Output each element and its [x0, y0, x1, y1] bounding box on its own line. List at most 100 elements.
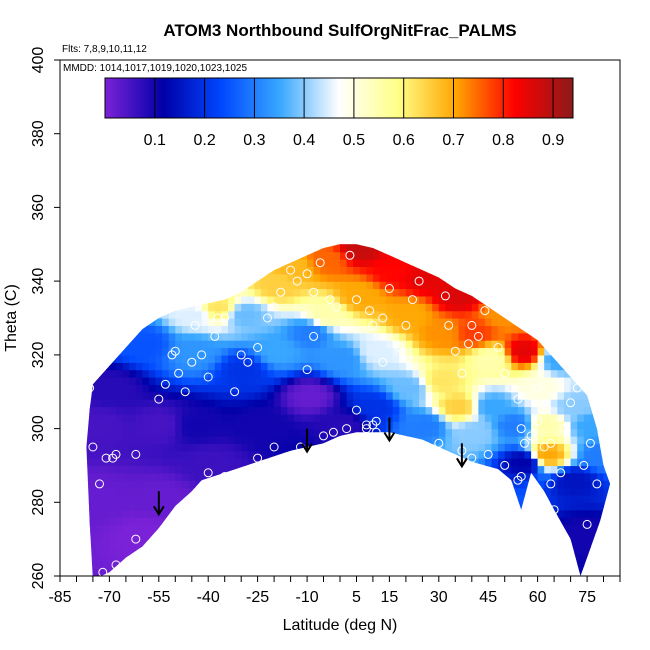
- heat-cell: [326, 561, 334, 570]
- heat-cell: [320, 310, 328, 319]
- heat-cell: [432, 244, 440, 253]
- heat-cell: [544, 230, 551, 238]
- heat-cell: [228, 428, 236, 437]
- heat-cell: [458, 502, 466, 511]
- heat-cell: [498, 347, 506, 356]
- heat-cell: [77, 421, 84, 429]
- heat-cell: [432, 340, 440, 349]
- heat-cell: [517, 480, 526, 489]
- heat-cell: [498, 553, 506, 562]
- heat-cell: [603, 244, 611, 253]
- heat-cell: [77, 252, 84, 260]
- heat-cell: [162, 251, 170, 260]
- heat-cell: [484, 244, 493, 253]
- heat-cell: [399, 266, 407, 275]
- heat-cell: [274, 450, 282, 459]
- heat-cell: [116, 303, 124, 312]
- heat-cell: [550, 303, 558, 312]
- heat-cell: [406, 230, 413, 238]
- sample-point: [220, 472, 230, 481]
- heat-cell: [425, 354, 433, 363]
- heat-cell: [109, 273, 117, 282]
- heat-cell: [571, 576, 578, 584]
- heat-cell: [524, 377, 532, 385]
- heat-cell: [313, 399, 321, 408]
- heat-cell: [359, 568, 367, 576]
- heat-cell: [590, 384, 598, 393]
- heat-cell: [142, 472, 150, 481]
- heat-cell: [596, 318, 605, 326]
- heat-cell: [399, 458, 407, 467]
- heat-cell: [511, 244, 519, 253]
- heat-cell: [511, 347, 519, 356]
- heat-cell: [610, 414, 617, 422]
- heat-cell: [590, 546, 598, 555]
- colorbar-tick-label: 0.9: [542, 132, 564, 149]
- heat-cell: [261, 230, 268, 238]
- heat-cell: [603, 332, 611, 341]
- heat-cell: [102, 384, 110, 393]
- heat-cell: [228, 546, 236, 555]
- heat-cell: [155, 428, 163, 437]
- heat-cell: [287, 531, 295, 540]
- heat-cell: [537, 524, 545, 533]
- heat-cell: [544, 472, 552, 481]
- heat-cell: [89, 517, 97, 525]
- heat-cell: [77, 333, 84, 341]
- heat-cell: [603, 428, 611, 437]
- wind-arrow: [152, 491, 165, 517]
- heat-cell: [135, 288, 143, 297]
- heat-cell: [86, 435, 91, 444]
- heat-cell: [452, 502, 460, 511]
- heat-cell: [452, 318, 460, 326]
- heat-cell: [484, 354, 493, 363]
- heat-cell: [379, 303, 387, 312]
- heat-cell: [577, 568, 585, 576]
- heat-cell: [320, 347, 328, 356]
- heat-cell: [346, 480, 354, 489]
- heat-cell: [307, 295, 315, 304]
- heat-cell: [155, 251, 163, 260]
- heat-cell: [228, 421, 236, 430]
- heat-cell: [478, 362, 486, 371]
- heat-cell: [214, 561, 222, 570]
- heat-cell: [372, 524, 381, 533]
- heat-cell: [102, 465, 110, 474]
- heat-cell: [103, 230, 110, 238]
- y-axis-label: Theta (C): [3, 284, 20, 352]
- heat-cell: [590, 524, 598, 533]
- heat-cell: [432, 524, 440, 533]
- heat-cell: [129, 539, 137, 548]
- heat-cell: [221, 480, 229, 489]
- heat-cell: [346, 318, 354, 326]
- heat-cell: [438, 347, 446, 356]
- heat-cell: [610, 392, 617, 400]
- sample-point: [483, 449, 493, 459]
- heat-cell: [531, 458, 539, 467]
- sample-point: [269, 302, 279, 312]
- heat-cell: [504, 458, 512, 467]
- heat-cell: [116, 568, 124, 576]
- heat-cell: [610, 421, 617, 429]
- heat-cell: [531, 546, 539, 555]
- heat-cell: [353, 295, 361, 304]
- heat-cell: [570, 251, 578, 260]
- heat-cell: [320, 480, 328, 489]
- heat-cell: [254, 340, 262, 349]
- heat-cell: [386, 325, 394, 334]
- heat-cell: [392, 259, 400, 267]
- heat-cell: [432, 561, 440, 570]
- heat-cell: [96, 421, 104, 430]
- heat-cell: [300, 377, 308, 385]
- heat-cell: [340, 384, 348, 393]
- heat-cell: [96, 443, 104, 452]
- heat-cell: [372, 281, 381, 290]
- heat-cell: [359, 546, 367, 555]
- heat-cell: [234, 546, 242, 555]
- heat-cell: [155, 340, 163, 349]
- heat-cell: [399, 377, 407, 385]
- heat-cell: [307, 288, 315, 297]
- heat-cell: [129, 251, 137, 260]
- heat-cell: [452, 472, 460, 481]
- heat-cell: [340, 295, 348, 304]
